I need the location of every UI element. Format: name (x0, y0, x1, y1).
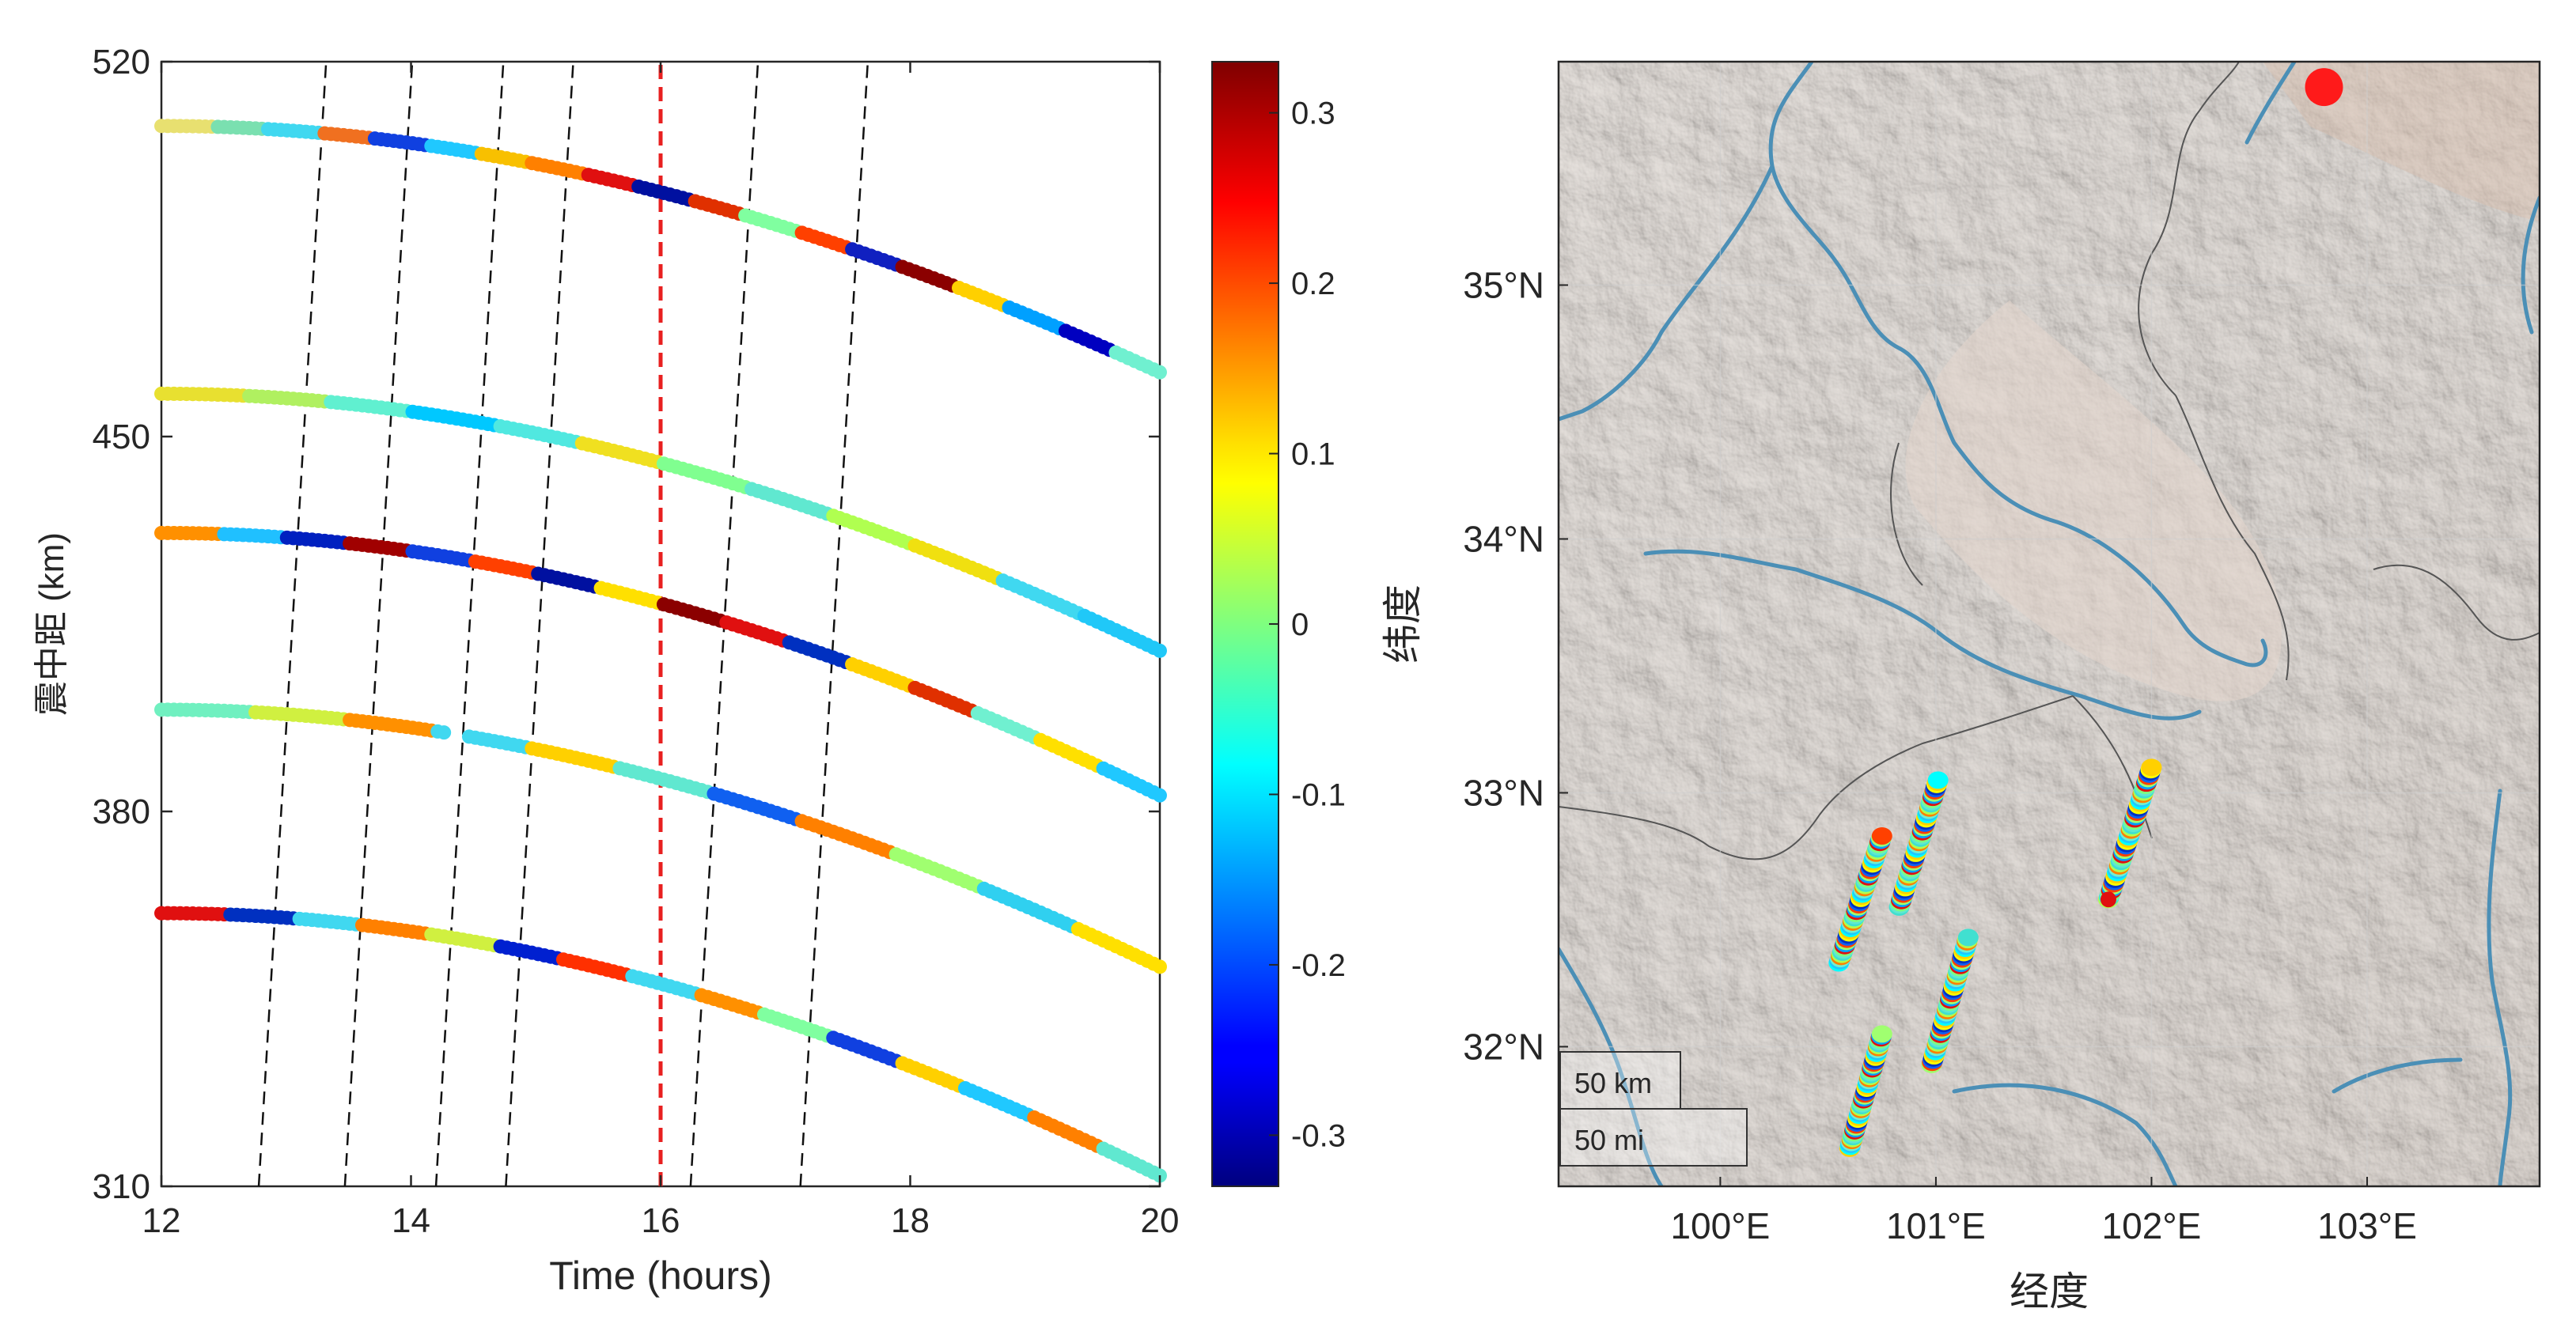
y-tick-label: 450 (93, 418, 150, 456)
y-ticks: 310 380 450 520 (93, 43, 1160, 1206)
map-terrain: 50 km 50 mi (1559, 62, 2540, 1186)
map-x-ticks: 100°E 101°E 102°E 103°E (1670, 1177, 2417, 1246)
map-y-tick-label: 33°N (1463, 772, 1544, 813)
series-2 (154, 386, 1167, 658)
x-tick-label: 12 (142, 1201, 181, 1240)
colorbar: 0.3 0.2 0.1 0 -0.1 -0.2 -0.3 (1211, 61, 1346, 1187)
y-tick-label: 310 (93, 1167, 150, 1206)
colorbar-tick-label: -0.2 (1291, 948, 1346, 983)
track-point (1957, 928, 1979, 947)
dashed-line-5 (799, 61, 869, 1187)
colorbar-tick-label: 0 (1291, 607, 1309, 642)
map-y-ticks: 35°N 34°N 33°N 32°N (1463, 264, 1568, 1067)
map-x-tick-label: 101°E (1886, 1205, 1986, 1246)
track-point (1927, 771, 1949, 789)
colorbar-tick-label: 0.3 (1291, 96, 1335, 131)
series-5 (154, 906, 1167, 1183)
series-2-point (1153, 643, 1167, 658)
dashed-line-0 (257, 61, 328, 1187)
map-x-tick-label: 100°E (1670, 1205, 1770, 1246)
track-point (1871, 827, 1892, 845)
map-grid (1559, 62, 2540, 1186)
scale-mi-label: 50 mi (1574, 1124, 1644, 1156)
y-tick-label: 380 (93, 792, 150, 831)
map-y-axis-label: 纬度 (1381, 584, 1425, 664)
track-point (2141, 758, 2162, 777)
track-3 (1921, 928, 1979, 1073)
dashed-lines (257, 61, 869, 1187)
rivers (1559, 62, 2540, 1186)
track-end-red-point (2100, 891, 2116, 908)
map-x-tick-label: 102°E (2102, 1205, 2202, 1246)
colorbar-tick-label: -0.3 (1291, 1118, 1346, 1153)
y-tick-label: 520 (93, 43, 150, 81)
x-tick-label: 14 (392, 1201, 430, 1240)
borders (1559, 62, 2540, 860)
map-y-tick-label: 34°N (1463, 518, 1544, 559)
map-y-tick-label: 32°N (1463, 1026, 1544, 1067)
colorbar-tick-label: 0.2 (1291, 267, 1335, 301)
map-y-tick-label: 35°N (1463, 264, 1544, 305)
series-1 (154, 119, 1167, 380)
map-tracks (1828, 758, 2162, 1157)
colorbar-ticks: 0.3 0.2 0.1 0 -0.1 -0.2 -0.3 (1269, 96, 1346, 1153)
track-1 (1828, 827, 1892, 972)
epicenter-marker (2305, 68, 2343, 107)
scale-km-label: 50 km (1574, 1067, 1652, 1099)
series-4-point (1153, 959, 1167, 974)
track-4 (1839, 1025, 1892, 1157)
series-3-point (1153, 788, 1167, 803)
map-panel: 50 km 50 mi 100°E 101°E 102°E 103°E 35°N 34°… (1381, 60, 2541, 1314)
dashed-line-3 (505, 61, 574, 1187)
x-ticks: 12 14 16 18 20 (142, 62, 1180, 1240)
dashed-line-2 (434, 61, 505, 1187)
series-1-point (1153, 365, 1167, 380)
colorbar-gradient (1211, 61, 1279, 1187)
series-group (154, 119, 1167, 1183)
track-2 (1888, 771, 1949, 916)
colorbar-tick-label: -0.1 (1291, 777, 1346, 812)
colorbar-tick-label: 0.1 (1291, 437, 1335, 472)
dashed-line-1 (343, 61, 414, 1187)
x-tick-label: 16 (642, 1201, 680, 1240)
map-frame (1557, 60, 2541, 1188)
series-3 (154, 525, 1167, 803)
series-4 (154, 702, 1167, 974)
scale-bar: 50 km 50 mi (1559, 1051, 1748, 1167)
track-point (1871, 1025, 1892, 1043)
x-tick-label: 20 (1141, 1201, 1180, 1240)
basin-area (1905, 301, 2282, 702)
map-x-axis-label: 经度 (2010, 1269, 2089, 1314)
x-tick-label: 18 (891, 1201, 930, 1240)
map-x-tick-label: 103°E (2317, 1205, 2417, 1246)
epicentral-distance-plot: 12 14 16 18 20 310 380 450 520 Time (hours) 震中距… (32, 43, 1179, 1298)
series-4-point (437, 725, 452, 740)
y-axis-label: 震中距 (km) (32, 532, 71, 716)
x-axis-label: Time (hours) (549, 1254, 772, 1298)
